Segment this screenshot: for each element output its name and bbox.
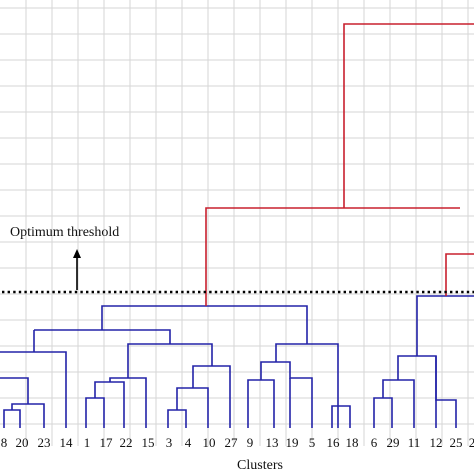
leaf-label: 10 bbox=[203, 435, 216, 450]
leaf-label: 9 bbox=[247, 435, 254, 450]
leaf-label: 25 bbox=[450, 435, 463, 450]
leaf-label: 19 bbox=[286, 435, 299, 450]
x-axis-label: Clusters bbox=[237, 458, 283, 473]
leaf-label: 15 bbox=[142, 435, 155, 450]
leaf-label: 22 bbox=[120, 435, 133, 450]
leaf-label: 16 bbox=[327, 435, 341, 450]
leaf-label: 8 bbox=[1, 435, 8, 450]
leaf-labels: 8 20 23 14 1 17 22 15 3 4 10 27 9 13 19 … bbox=[1, 435, 474, 450]
leaf-label: 13 bbox=[266, 435, 279, 450]
leaf-label: 12 bbox=[430, 435, 443, 450]
leaf-label: 5 bbox=[309, 435, 316, 450]
leaf-label: 23 bbox=[38, 435, 51, 450]
leaf-label: 4 bbox=[185, 435, 192, 450]
leaf-label: 6 bbox=[371, 435, 378, 450]
leaf-label: 27 bbox=[225, 435, 239, 450]
leaf-label: 11 bbox=[408, 435, 421, 450]
arrow-up-icon bbox=[73, 249, 81, 290]
threshold-annotation: Optimum threshold bbox=[10, 225, 119, 240]
leaf-label: 14 bbox=[60, 435, 74, 450]
leaf-label: 18 bbox=[346, 435, 359, 450]
leaf-label: 3 bbox=[166, 435, 173, 450]
leaf-label: 2 bbox=[469, 435, 474, 450]
leaf-label: 17 bbox=[100, 435, 114, 450]
cluster-merges-above-threshold bbox=[205, 23, 474, 306]
leaf-label: 29 bbox=[387, 435, 400, 450]
background-grid bbox=[0, 0, 474, 446]
cluster-left-branches bbox=[0, 295, 474, 428]
leaf-label: 20 bbox=[16, 435, 29, 450]
leaf-label: 1 bbox=[84, 435, 91, 450]
